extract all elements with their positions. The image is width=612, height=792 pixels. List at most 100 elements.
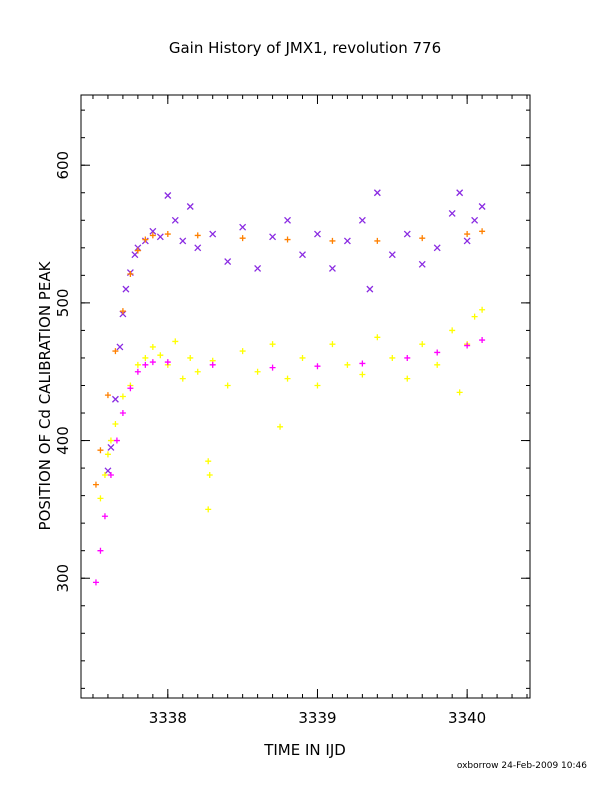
y-tick-label: 300 (54, 564, 72, 593)
data-point (194, 368, 201, 375)
data-point (101, 513, 108, 520)
data-point (92, 481, 99, 488)
data-point (179, 237, 187, 245)
data-point (419, 235, 426, 242)
data-point (284, 236, 291, 243)
y-axis-label: POSITION OF Cd CALIBRATION PEAK (36, 260, 54, 530)
data-point (479, 337, 486, 344)
data-point (479, 228, 486, 235)
data-point (448, 209, 456, 217)
data-point (373, 189, 381, 197)
data-point (157, 352, 164, 359)
data-point (269, 233, 277, 241)
data-point (374, 334, 381, 341)
data-point (209, 230, 217, 238)
data-points (92, 189, 486, 586)
chart-title: Gain History of JMX1, revolution 776 (169, 39, 441, 57)
data-point (418, 260, 426, 268)
data-point (359, 371, 366, 378)
data-point (404, 375, 411, 382)
data-point (205, 506, 212, 513)
y-tick-label: 600 (54, 151, 72, 180)
data-point (478, 203, 486, 210)
data-point (164, 231, 171, 238)
x-tick-label: 3339 (298, 709, 336, 727)
data-point (149, 227, 157, 235)
data-point (206, 471, 213, 478)
data-point (142, 361, 149, 368)
data-point (101, 471, 108, 478)
data-point (328, 265, 336, 272)
x-tick-label: 3340 (448, 709, 486, 727)
data-point (329, 341, 336, 348)
data-point (156, 233, 164, 241)
data-point (122, 285, 130, 293)
data-point (107, 437, 114, 444)
data-point (254, 368, 261, 375)
data-point (358, 216, 366, 224)
data-point (119, 308, 126, 315)
plot-frame (80, 94, 531, 699)
data-point (479, 306, 486, 313)
data-point (239, 348, 246, 355)
data-point (172, 338, 179, 345)
data-point (464, 342, 471, 349)
data-point (116, 343, 124, 351)
data-point (314, 230, 321, 238)
data-point (254, 265, 262, 272)
data-point (134, 247, 141, 254)
data-point (374, 237, 381, 244)
data-point (449, 327, 456, 334)
data-point (149, 359, 156, 366)
data-point (134, 368, 141, 375)
data-point (419, 341, 426, 348)
data-point (112, 421, 119, 428)
data-point (239, 223, 247, 231)
footer-stamp: oxborrow 24-Feb-2009 10:46 (457, 761, 587, 771)
data-point (187, 354, 194, 361)
data-point (142, 236, 149, 243)
data-point (269, 364, 276, 371)
data-point (224, 258, 232, 266)
data-point (119, 393, 126, 400)
data-point (388, 251, 396, 259)
data-point (463, 237, 471, 245)
data-point (104, 467, 112, 475)
data-point (299, 251, 306, 259)
data-point (134, 361, 141, 368)
data-point (97, 547, 104, 554)
data-point (127, 270, 134, 277)
data-point (269, 341, 276, 348)
data-point (344, 361, 351, 368)
data-point (92, 579, 99, 586)
data-point (119, 410, 126, 417)
data-point (97, 495, 104, 502)
data-point (329, 237, 336, 244)
data-point (131, 251, 139, 259)
data-point (104, 451, 111, 458)
data-point (389, 354, 396, 361)
data-point (456, 389, 463, 396)
x-axis-label: TIME IN IJD (263, 741, 346, 759)
data-point (149, 343, 156, 350)
data-point (142, 354, 149, 361)
axis-ticks: 3338 3339 3340 300 400 500 600 (54, 95, 530, 727)
data-point (277, 423, 284, 430)
data-point (205, 458, 212, 465)
data-point (403, 230, 411, 238)
data-point (314, 382, 321, 389)
y-tick-label: 500 (54, 289, 72, 318)
data-point (112, 348, 119, 355)
data-point (171, 216, 179, 224)
data-point (104, 392, 111, 399)
data-point (127, 385, 134, 392)
data-point (97, 447, 104, 454)
data-point (464, 231, 471, 238)
data-point (314, 363, 321, 370)
data-point (107, 471, 114, 478)
data-point (434, 361, 441, 368)
data-point (164, 192, 172, 199)
data-point (113, 437, 120, 444)
data-point (209, 361, 216, 368)
